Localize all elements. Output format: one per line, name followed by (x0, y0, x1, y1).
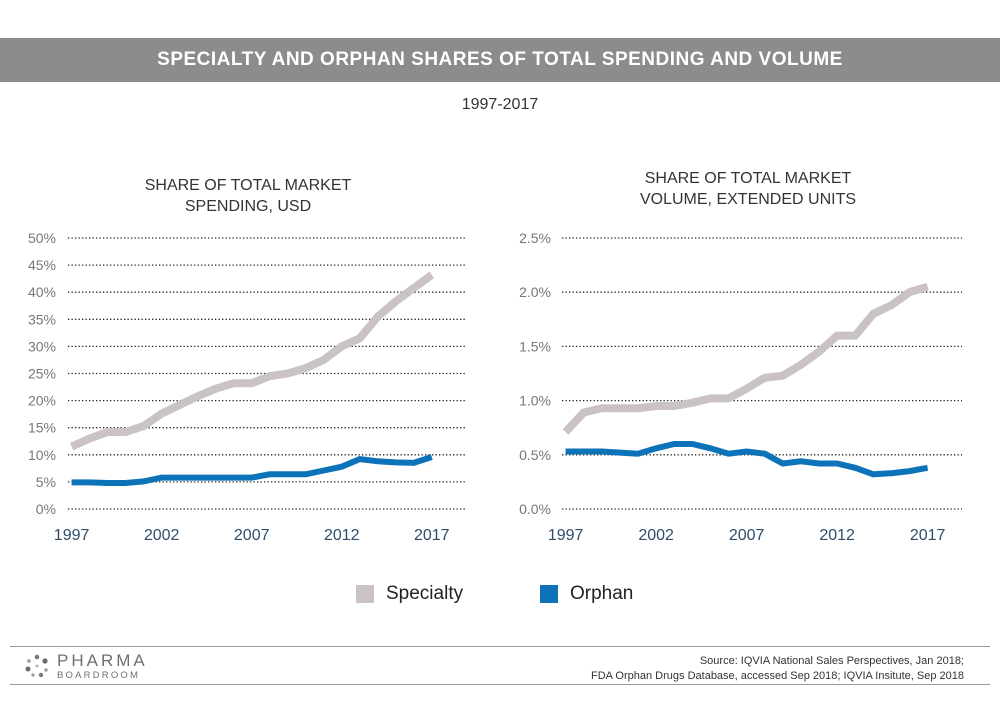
spending-chart-title-line-2: SPENDING, USD (185, 198, 311, 215)
chart-title-banner: SPECIALTY AND ORPHAN SHARES OF TOTAL SPE… (0, 38, 1000, 82)
footer-divider-top (10, 646, 990, 647)
spending-y-tick-label: 15% (28, 420, 56, 436)
legend-orphan-swatch (540, 585, 558, 603)
volume-x-tick-label: 1997 (548, 527, 584, 544)
volume-y-tick-label: 2.5% (519, 230, 551, 246)
spending-series-orphan-line (71, 454, 433, 486)
pharma-boardroom-logo: PHARMA BOARDROOM (25, 652, 148, 681)
volume-y-tick-label: 1.0% (519, 393, 551, 409)
chart-title: SPECIALTY AND ORPHAN SHARES OF TOTAL SPE… (157, 49, 843, 70)
spending-x-tick-label: 1997 (54, 527, 90, 544)
logo-main-text: PHARMA (57, 651, 148, 670)
spending-x-tick-label: 2007 (234, 527, 270, 544)
legend-orphan-label: Orphan (570, 583, 634, 604)
spending-y-tick-label: 40% (28, 284, 56, 300)
legend-orphan: Orphan (540, 583, 633, 605)
volume-y-tick-label: 0.5% (519, 447, 551, 463)
volume-y-tick-label: 1.5% (519, 338, 551, 354)
volume-x-tick-label: 2007 (729, 527, 765, 544)
spending-y-tick-label: 0% (36, 501, 56, 517)
volume-y-tick-label: 0.0% (519, 501, 551, 517)
spending-y-tick-label: 20% (28, 393, 56, 409)
spending-y-tick-label: 30% (28, 338, 56, 354)
volume-x-tick-label: 2002 (638, 527, 674, 544)
volume-x-tick-label: 2017 (910, 527, 946, 544)
logo-sub-text: BOARDROOM (57, 670, 141, 681)
logo-dots-icon (25, 654, 48, 678)
legend-specialty: Specialty (356, 583, 463, 605)
legend-specialty-label: Specialty (386, 583, 464, 604)
spending-y-tick-label: 35% (28, 311, 56, 327)
legend-specialty-swatch (356, 585, 374, 603)
volume-series-specialty-line (562, 282, 929, 435)
footer-divider-bottom (10, 684, 990, 685)
source-line-2: FDA Orphan Drugs Database, accessed Sep … (590, 670, 964, 682)
volume-x-tick-label: 2012 (819, 527, 855, 544)
spending-x-tick-label: 2012 (324, 527, 360, 544)
spending-y-tick-label: 10% (28, 447, 56, 463)
volume-chart-title-line-1: SHARE OF TOTAL MARKET (645, 170, 852, 187)
source-line-1: Source: IQVIA National Sales Perspective… (699, 655, 964, 667)
volume-chart-title-line-2: VOLUME, EXTENDED UNITS (640, 191, 856, 208)
source-note: Source: IQVIA National Sales Perspective… (591, 654, 964, 684)
volume-series-orphan-line (565, 441, 929, 478)
chart-subtitle: 1997-2017 (461, 96, 539, 113)
spending-y-tick-label: 25% (28, 366, 56, 382)
spending-x-tick-label: 2017 (414, 527, 450, 544)
spending-y-tick-label: 5% (36, 474, 56, 490)
spending-x-tick-label: 2002 (144, 527, 180, 544)
volume-y-tick-label: 2.0% (519, 284, 551, 300)
spending-chart-title-line-1: SHARE OF TOTAL MARKET (145, 177, 352, 194)
spending-y-tick-label: 45% (28, 257, 56, 273)
spending-y-tick-label: 50% (28, 230, 56, 246)
spending-series-specialty-line (69, 271, 435, 451)
